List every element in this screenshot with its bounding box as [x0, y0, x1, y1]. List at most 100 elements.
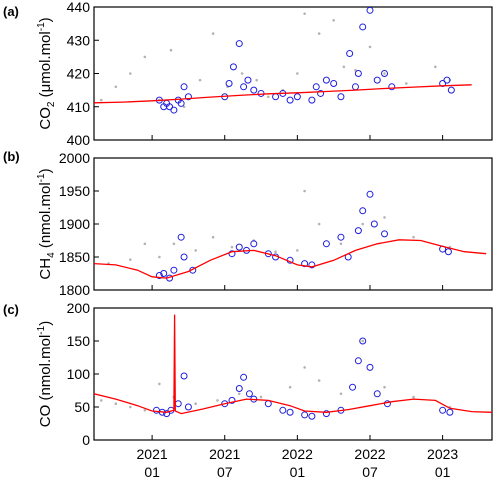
y-axis-label-part: -1	[36, 173, 47, 182]
background-point	[434, 65, 437, 69]
panel-label: (b)	[3, 149, 20, 164]
x-tick-label-year: 2023	[427, 446, 458, 462]
observation-point	[235, 385, 243, 393]
observation-point	[381, 70, 389, 77]
y-axis-label-part: 2	[46, 101, 57, 107]
baseline-line	[94, 314, 492, 415]
observation-point	[272, 93, 280, 101]
background-point	[383, 385, 386, 389]
background-point	[216, 399, 219, 402]
observation-point	[250, 86, 258, 94]
background-point	[412, 235, 415, 239]
plot-frame	[93, 6, 493, 141]
background-point	[412, 395, 415, 399]
observation-point	[366, 7, 374, 14]
observation-point	[174, 400, 182, 408]
y-axis-label-part: )	[37, 168, 54, 173]
observation-point	[439, 406, 447, 414]
x-tick-label-year: 2021	[137, 446, 168, 462]
background-point	[332, 19, 335, 22]
observation-point	[293, 93, 301, 101]
observation-point	[152, 406, 160, 414]
background-point	[143, 409, 147, 412]
panel-2: 1800 1850 1900 1950 2000 (b) CH4 (nmol.mol-1)	[3, 149, 493, 298]
y-tick-label: 440	[67, 0, 91, 15]
observation-point	[439, 79, 447, 87]
observation-point	[228, 396, 236, 404]
background-point	[288, 385, 292, 389]
background-point	[267, 95, 270, 99]
observation-point	[264, 400, 272, 408]
y-axis-label-part: 4	[46, 252, 57, 258]
observation-point	[308, 412, 316, 420]
observation-point	[446, 408, 454, 416]
background-point	[129, 405, 132, 409]
background-point	[361, 339, 365, 343]
observation-point	[359, 23, 367, 31]
observation-point	[354, 70, 362, 77]
observation-point	[322, 240, 330, 248]
background-point	[296, 72, 299, 75]
observation-point	[235, 40, 243, 48]
baseline-line	[94, 239, 487, 279]
y-tick-label: 1900	[59, 216, 90, 232]
background-point	[383, 72, 386, 75]
background-point	[259, 395, 263, 399]
y-tick-label: 0	[82, 432, 90, 448]
observation-point	[240, 83, 248, 91]
y-tick-label: 1850	[59, 249, 90, 265]
y-axis-label-part: CO	[37, 107, 54, 130]
background-point	[129, 258, 132, 261]
background-point	[158, 382, 161, 386]
background-point	[211, 32, 215, 35]
observation-point	[244, 76, 252, 84]
background-point	[198, 78, 202, 82]
baseline-line	[94, 84, 472, 104]
background-point	[255, 78, 258, 82]
y-axis-label-part: )	[37, 17, 54, 22]
x-tick-label-month: 01	[290, 464, 306, 480]
y-axis-label-part: (nmol.mol	[37, 335, 54, 405]
background-point	[143, 242, 147, 246]
observation-point	[170, 266, 178, 274]
observation-point	[444, 248, 452, 256]
observation-point	[308, 96, 316, 104]
background-point	[99, 98, 103, 102]
x-tick-label-month: 01	[144, 464, 160, 480]
background-point	[342, 65, 346, 69]
background-point	[169, 48, 173, 52]
panel-3: 0 50 100 150 200 2021 01 2021 07 2022 01 2022 07 2023…	[3, 300, 493, 480]
data-layer	[94, 7, 472, 114]
observation-point	[225, 79, 233, 87]
panel-label: (a)	[3, 4, 19, 19]
observation-point	[250, 240, 258, 248]
observation-point	[286, 96, 294, 104]
background-point	[143, 55, 147, 59]
observation-point	[184, 403, 192, 411]
background-point	[274, 250, 277, 254]
observation-point	[235, 243, 243, 251]
y-tick-label: 400	[67, 132, 91, 148]
observation-point	[184, 93, 192, 101]
y-tick-label: 1800	[59, 282, 90, 298]
background-point	[361, 222, 365, 226]
background-point	[404, 82, 408, 85]
observation-point	[301, 411, 309, 419]
background-point	[339, 392, 343, 396]
background-point	[317, 222, 321, 226]
observation-point	[359, 207, 367, 215]
observation-point	[370, 220, 378, 228]
background-point	[114, 402, 118, 406]
background-point	[383, 216, 386, 219]
x-tick-label-month: 01	[435, 464, 451, 480]
observation-point	[286, 408, 294, 416]
observation-point	[349, 383, 357, 391]
observation-point	[443, 76, 451, 84]
observation-point	[155, 271, 163, 279]
y-tick-label: 2000	[59, 150, 90, 166]
y-tick-label: 1950	[59, 183, 90, 199]
observation-point	[330, 79, 338, 87]
y-axis-label: CO (nmol.mol-1)	[36, 321, 54, 427]
y-tick-label: 150	[67, 333, 91, 349]
